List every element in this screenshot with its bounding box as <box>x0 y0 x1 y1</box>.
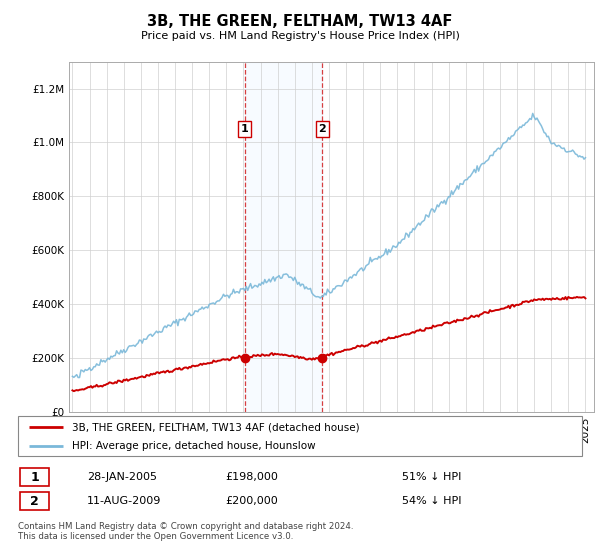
Text: Contains HM Land Registry data © Crown copyright and database right 2024.
This d: Contains HM Land Registry data © Crown c… <box>18 522 353 542</box>
Text: 3B, THE GREEN, FELTHAM, TW13 4AF: 3B, THE GREEN, FELTHAM, TW13 4AF <box>148 14 452 29</box>
Text: 28-JAN-2005: 28-JAN-2005 <box>87 472 157 482</box>
Text: 2: 2 <box>30 494 39 508</box>
Text: 3B, THE GREEN, FELTHAM, TW13 4AF (detached house): 3B, THE GREEN, FELTHAM, TW13 4AF (detach… <box>71 422 359 432</box>
Text: 1: 1 <box>241 124 248 134</box>
Text: £200,000: £200,000 <box>226 496 278 506</box>
Text: 54% ↓ HPI: 54% ↓ HPI <box>402 496 462 506</box>
Text: 2: 2 <box>319 124 326 134</box>
Text: HPI: Average price, detached house, Hounslow: HPI: Average price, detached house, Houn… <box>71 441 315 451</box>
Text: Price paid vs. HM Land Registry's House Price Index (HPI): Price paid vs. HM Land Registry's House … <box>140 31 460 41</box>
FancyBboxPatch shape <box>20 492 49 510</box>
FancyBboxPatch shape <box>20 468 49 486</box>
FancyBboxPatch shape <box>18 416 582 456</box>
Text: 1: 1 <box>30 470 39 484</box>
Text: £198,000: £198,000 <box>226 472 278 482</box>
Text: 11-AUG-2009: 11-AUG-2009 <box>87 496 161 506</box>
Text: 51% ↓ HPI: 51% ↓ HPI <box>403 472 461 482</box>
Bar <box>245 62 322 412</box>
